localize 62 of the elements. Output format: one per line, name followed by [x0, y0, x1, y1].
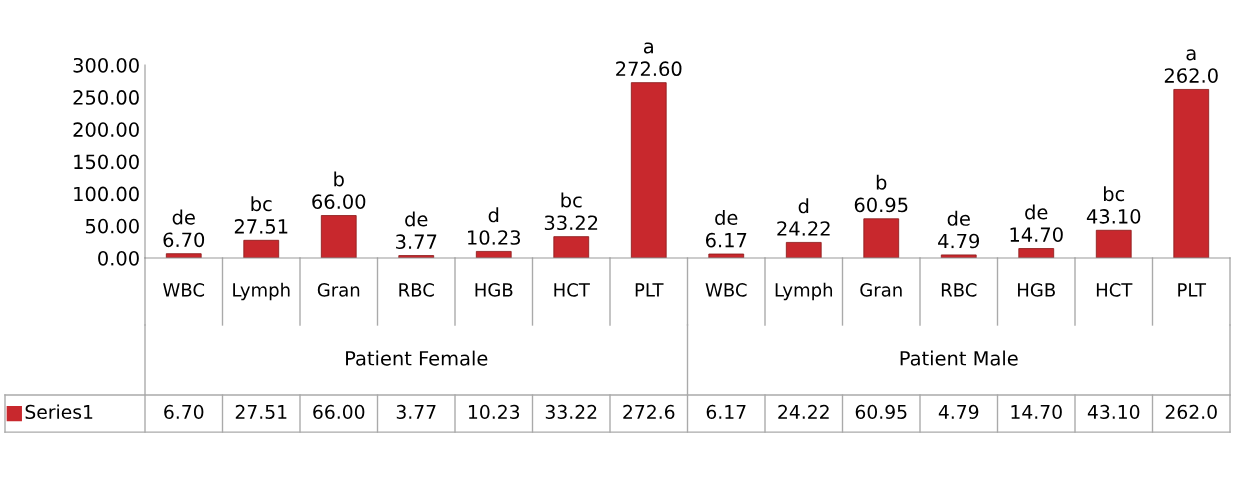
- bar: [708, 253, 745, 258]
- text: 33.22: [545, 404, 597, 419]
- bar: [1018, 248, 1055, 258]
- y-tick-label: 50.00: [85, 218, 139, 234]
- y-tick-label: 250.00: [73, 90, 139, 105]
- text: Patient Male: [900, 350, 1018, 366]
- x-tick-label: PLT: [635, 283, 664, 297]
- x-tick-label: HCT: [554, 283, 590, 297]
- x-tick-label: HGB: [475, 283, 513, 297]
- x-tick-label: PLT: [1178, 283, 1207, 297]
- x-tick-label: RBC: [399, 283, 434, 297]
- text: 27.51: [235, 404, 287, 419]
- text: 60.95: [855, 404, 907, 419]
- text: 6.17: [706, 404, 746, 419]
- x-tick-label: Gran: [860, 283, 902, 297]
- text: 43.10: [1087, 404, 1140, 419]
- data-label: b 66.00: [312, 171, 366, 209]
- x-tick-label: HGB: [1018, 283, 1055, 297]
- data-label: bc 43.10: [1086, 186, 1141, 224]
- data-label: de 6.70: [163, 209, 205, 248]
- bar: [1173, 89, 1210, 258]
- bar: [630, 82, 667, 258]
- y-tick-label: 0.00: [98, 250, 139, 266]
- text: 3.77: [396, 404, 436, 419]
- text: 272.6: [623, 404, 675, 419]
- x-tick-label: HCT: [1096, 283, 1133, 297]
- text: 6.70: [164, 404, 204, 419]
- y-tick-label: 200.00: [73, 122, 139, 137]
- x-tick-label: WBC: [705, 283, 747, 297]
- text: 10.23: [468, 404, 520, 419]
- bar: [553, 236, 590, 258]
- bar: [243, 239, 280, 258]
- y-tick-label: 300.00: [73, 57, 139, 73]
- x-tick-label: Gran: [317, 283, 360, 297]
- text: Patient Female: [346, 350, 488, 366]
- x-tick-label: RBC: [941, 283, 977, 297]
- data-label: d 10.23: [468, 207, 521, 245]
- text: 66.00: [313, 404, 365, 419]
- data-label: a 262.0: [1164, 49, 1218, 83]
- data-label: de 14.70: [1010, 204, 1063, 242]
- data-label: b 60.95: [854, 174, 908, 213]
- text: 24.22: [778, 404, 829, 419]
- text: 4.79: [938, 404, 979, 419]
- bar: [1095, 229, 1132, 258]
- legend-label: Series1: [25, 404, 93, 419]
- x-tick-label: WBC: [163, 283, 205, 297]
- text: 262.0: [1165, 404, 1217, 419]
- data-label: d 24.22: [777, 198, 830, 236]
- x-tick-label: Lymph: [233, 282, 290, 301]
- data-label: de 3.77: [396, 211, 437, 250]
- bar: [785, 242, 822, 258]
- data-label: de 6.17: [705, 209, 747, 248]
- data-label: de 4.79: [938, 210, 980, 249]
- data-label: a 272.60: [616, 42, 682, 77]
- text: 14.70: [1011, 404, 1062, 419]
- x-tick-label: Lymph: [775, 282, 833, 301]
- y-tick-label: 100.00: [74, 186, 139, 202]
- y-tick-label: 150.00: [74, 154, 139, 170]
- data-label: bc 27.51: [234, 196, 288, 234]
- data-label: bc 33.22: [544, 192, 598, 231]
- bar: [863, 218, 900, 258]
- bar: [320, 215, 357, 258]
